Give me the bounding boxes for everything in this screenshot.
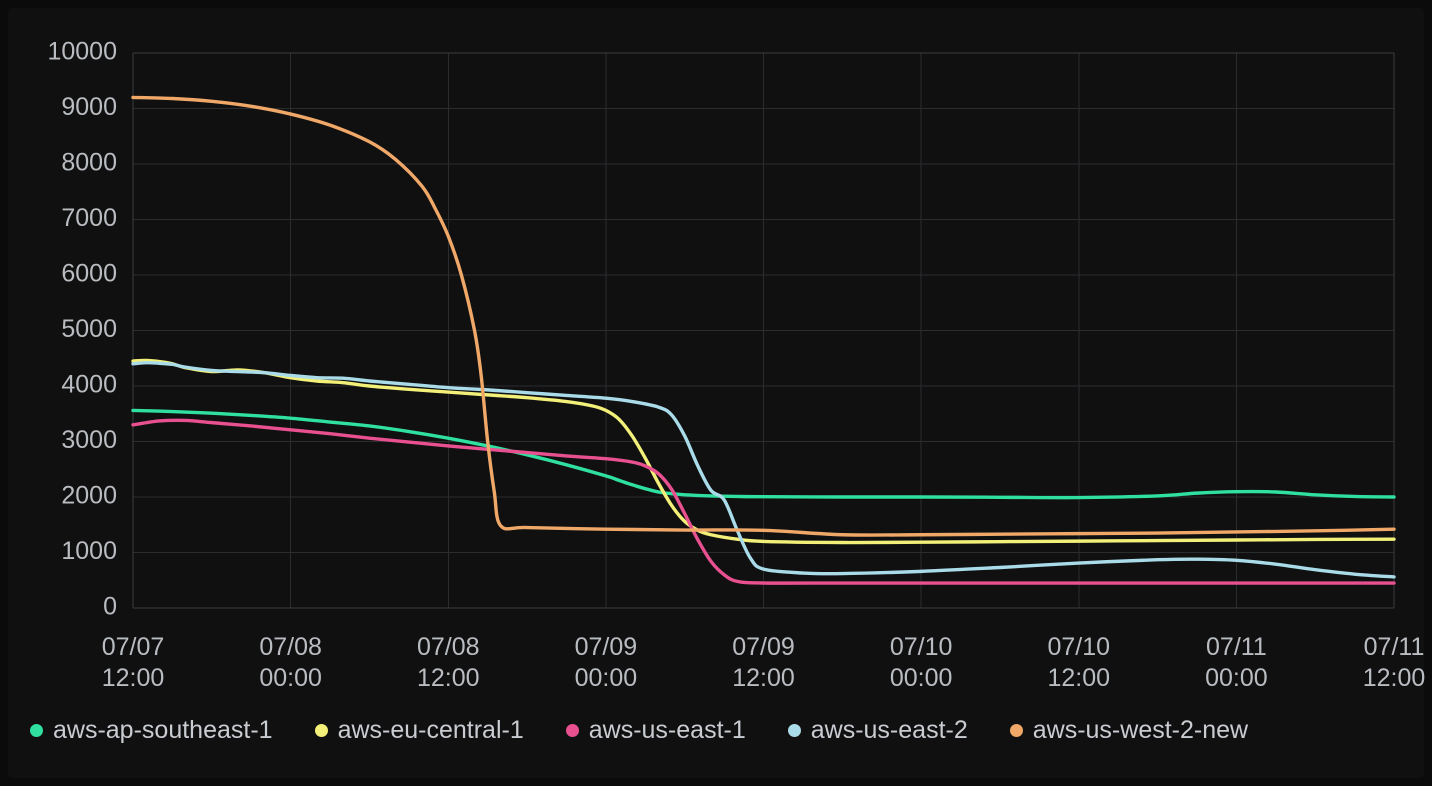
legend-color-dot-icon [1009, 724, 1023, 737]
legend-color-dot-icon [565, 724, 579, 737]
gridlines [133, 52, 1394, 609]
x-tick-time: 12:00 [417, 664, 480, 692]
axis-lines [132, 52, 1395, 609]
legend-item-label: aws-us-east-1 [588, 716, 746, 744]
legend-item-label: aws-us-west-2-new [1032, 716, 1249, 744]
y-tick-label: 4000 [61, 371, 117, 399]
x-tick-time: 00:00 [1205, 664, 1268, 692]
series-lines [131, 95, 1396, 585]
y-tick-label: 7000 [61, 204, 117, 232]
x-tick-time: 00:00 [259, 664, 322, 692]
x-tick-date: 07/10 [890, 633, 953, 661]
x-tick-date: 07/09 [575, 633, 638, 661]
legend-color-dot-icon [30, 724, 43, 737]
y-tick-label: 10000 [47, 38, 117, 66]
y-axis-tick-labels: 0 1000 2000 3000 4000 5000 6000 7000 8000 9000 100… [47, 38, 117, 621]
chart-panel [8, 8, 1424, 778]
legend-color-dot-icon [314, 724, 328, 737]
x-tick-date: 07/07 [102, 633, 165, 661]
y-tick-label: 6000 [61, 260, 117, 288]
legend-item-label: aws-us-east-2 [810, 716, 968, 744]
y-tick-label: 5000 [61, 315, 117, 343]
x-tick-date: 07/09 [732, 633, 795, 661]
x-axis-tick-labels: 07/07 12:00 07/08 00:00 07/08 12:00 07/09 00:00… [102, 633, 1426, 692]
y-tick-label: 1000 [61, 537, 117, 565]
x-tick-time: 00:00 [890, 664, 953, 692]
x-tick-date: 07/08 [259, 633, 322, 661]
x-tick-time: 12:00 [102, 664, 165, 692]
x-tick-date: 07/10 [1047, 633, 1110, 661]
legend-item-aws-us-east-1[interactable]: aws-us-east-1 [565, 716, 746, 745]
legend-item-aws-us-west-2-new[interactable]: aws-us-west-2-new [1009, 716, 1249, 745]
legend-item-aws-eu-central-1[interactable]: aws-eu-central-1 [314, 716, 524, 745]
legend-item-label: aws-eu-central-1 [337, 716, 524, 744]
legend-item-aws-us-east-2[interactable]: aws-us-east-2 [787, 716, 968, 745]
series-line-aws-us-west-2-new [131, 95, 1396, 537]
x-tick-date: 07/11 [1206, 633, 1267, 661]
chart-legend: aws-ap-southeast-1 aws-eu-central-1 aws-us… [30, 716, 1290, 745]
legend-color-dot-icon [787, 724, 801, 737]
series-line-aws-ap-southeast-1 [131, 408, 1396, 500]
y-tick-label: 9000 [61, 93, 117, 121]
x-tick-date: 07/08 [417, 633, 480, 661]
x-tick-time: 12:00 [732, 664, 795, 692]
y-tick-label: 2000 [61, 482, 117, 510]
x-tick-time: 12:00 [1047, 664, 1110, 692]
y-tick-label: 3000 [61, 426, 117, 454]
series-line-aws-us-east-2 [131, 360, 1396, 579]
y-tick-label: 0 [103, 593, 117, 621]
x-tick-time: 12:00 [1363, 664, 1426, 692]
x-tick-date: 07/11 [1364, 633, 1425, 661]
series-line-aws-us-east-1 [131, 418, 1396, 585]
x-tick-time: 00:00 [575, 664, 638, 692]
legend-item-label: aws-ap-southeast-1 [53, 716, 273, 744]
legend-item-aws-ap-southeast-1[interactable]: aws-ap-southeast-1 [30, 716, 273, 745]
y-tick-label: 8000 [61, 149, 117, 177]
